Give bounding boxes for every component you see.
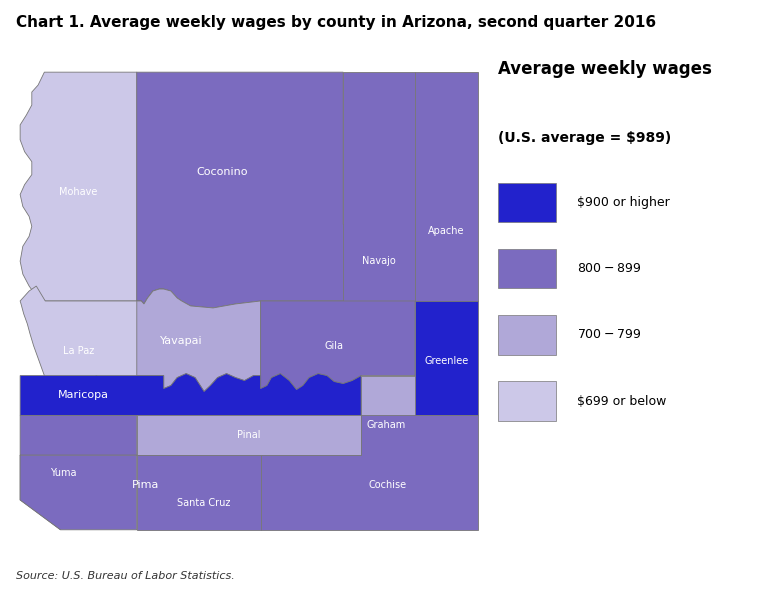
Polygon shape [137, 415, 361, 455]
Text: Apache: Apache [428, 226, 464, 237]
Text: $900 or higher: $900 or higher [577, 196, 670, 209]
Polygon shape [20, 415, 137, 530]
Text: Navajo: Navajo [363, 256, 396, 266]
Text: (U.S. average = $989): (U.S. average = $989) [498, 131, 671, 145]
Text: Pima: Pima [132, 480, 159, 490]
Text: Mohave: Mohave [59, 187, 98, 197]
Polygon shape [261, 415, 478, 530]
Text: $800 - $899: $800 - $899 [577, 262, 641, 275]
Polygon shape [343, 72, 415, 301]
Text: Average weekly wages: Average weekly wages [498, 60, 712, 77]
Polygon shape [20, 72, 137, 301]
Polygon shape [137, 455, 261, 530]
Text: $699 or below: $699 or below [577, 395, 667, 408]
Bar [498, 381, 556, 421]
Text: La Paz: La Paz [63, 346, 94, 356]
Text: $700 - $799: $700 - $799 [577, 328, 641, 342]
Text: Yavapai: Yavapai [160, 336, 203, 346]
Text: Yuma: Yuma [50, 468, 76, 478]
Text: Santa Cruz: Santa Cruz [177, 498, 231, 508]
Text: Maricopa: Maricopa [58, 390, 108, 401]
Text: Cochise: Cochise [369, 480, 407, 490]
Polygon shape [20, 455, 137, 530]
Polygon shape [20, 286, 163, 405]
Text: Pinal: Pinal [237, 430, 261, 440]
Polygon shape [361, 375, 415, 455]
Polygon shape [137, 289, 261, 392]
Text: Source: U.S. Bureau of Labor Statistics.: Source: U.S. Bureau of Labor Statistics. [16, 571, 234, 581]
Polygon shape [20, 374, 361, 415]
Polygon shape [415, 72, 478, 301]
Text: Chart 1. Average weekly wages by county in Arizona, second quarter 2016: Chart 1. Average weekly wages by county … [16, 15, 656, 30]
Text: Graham: Graham [366, 420, 406, 430]
Text: Greenlee: Greenlee [424, 356, 468, 366]
Text: Coconino: Coconino [196, 167, 247, 176]
Text: Gila: Gila [324, 341, 344, 351]
Polygon shape [415, 301, 478, 415]
Bar [498, 249, 556, 288]
Polygon shape [261, 301, 415, 390]
Bar [498, 315, 556, 355]
Bar [498, 183, 556, 222]
Polygon shape [137, 72, 415, 308]
